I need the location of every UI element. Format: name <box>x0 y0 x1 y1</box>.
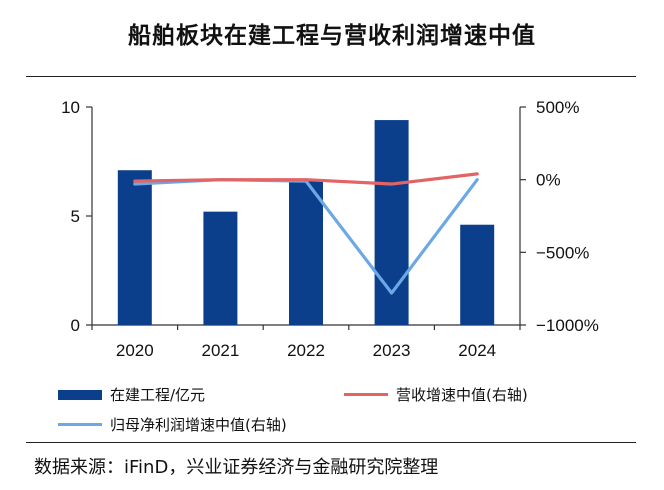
y-right-tick-label: −1000% <box>536 316 599 335</box>
bar-series <box>117 120 495 325</box>
legend-swatch-bar <box>58 389 102 400</box>
line-series <box>133 172 479 295</box>
y-left-tick-label: 5 <box>71 207 80 226</box>
y-left-tick-label: 0 <box>71 316 80 335</box>
source-note: 数据来源：iFinD，兴业证券经济与金融研究院整理 <box>34 457 439 478</box>
x-tick-label: 2023 <box>373 341 411 360</box>
legend-item-profit: 归母净利润增速中值(右轴) <box>58 414 287 435</box>
x-tick-label: 2024 <box>458 341 496 360</box>
legend-item-bar: 在建工程/亿元 <box>58 384 205 405</box>
legend-swatch-profit <box>58 423 102 426</box>
legend-label-revenue: 营收增速中值(右轴) <box>396 386 528 404</box>
x-tick-label: 2020 <box>116 341 154 360</box>
chart-area: 10 5 0 500% 0% −500% −1000% 2020 2021 2022 2023 202… <box>61 98 599 360</box>
y-right-tick-label: 500% <box>536 98 579 117</box>
bar-2024 <box>460 224 495 325</box>
legend-label-bar: 在建工程/亿元 <box>110 386 206 404</box>
x-tick-label: 2021 <box>201 341 239 360</box>
bar-2021 <box>203 211 238 325</box>
revenue-growth-line <box>133 172 479 186</box>
y-right-tick-label: 0% <box>536 171 561 190</box>
top-divider <box>26 76 636 77</box>
tick-labels: 10 5 0 500% 0% −500% −1000% 2020 2021 2022 2023 202… <box>61 98 599 360</box>
x-tick-label: 2022 <box>287 341 325 360</box>
legend-swatch-revenue <box>344 393 388 396</box>
y-right-tick-label: −500% <box>536 243 589 262</box>
bottom-divider <box>26 442 636 443</box>
legend-item-revenue: 营收增速中值(右轴) <box>344 384 528 405</box>
y-left-tick-label: 10 <box>61 98 80 117</box>
bar-2022 <box>289 181 323 325</box>
chart-title: 船舶板块在建工程与营收利润增速中值 <box>128 23 536 49</box>
legend-label-profit: 归母净利润增速中值(右轴) <box>110 416 287 434</box>
bar-2020 <box>117 170 152 325</box>
